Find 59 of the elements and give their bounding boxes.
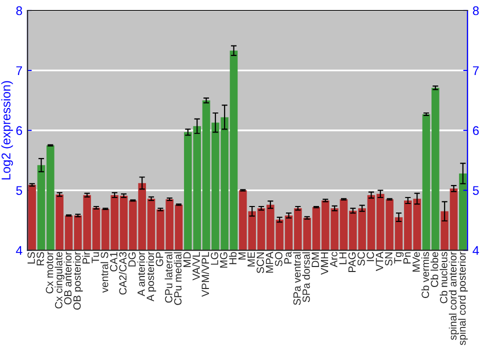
x-tick-label: IC bbox=[366, 252, 374, 262]
x-tick-label: CPu medial bbox=[174, 252, 182, 305]
y-tick-label: 7 bbox=[16, 66, 22, 75]
x-tick-label: VMH bbox=[320, 252, 328, 275]
x-tick-label: MVe bbox=[412, 252, 420, 272]
x-tick-label: Tg bbox=[394, 252, 404, 264]
x-tick-label: VTA bbox=[376, 252, 384, 272]
x-tick-label: Pir bbox=[82, 252, 90, 264]
x-tick-label: DG bbox=[128, 252, 136, 266]
x-tick-label: PAG bbox=[348, 252, 356, 272]
x-tick-label: spinal cord anterior bbox=[448, 252, 459, 340]
x-tick-label: SO bbox=[275, 252, 282, 266]
x-tick-label: SCN bbox=[256, 252, 264, 274]
x-tick-label: Cb vermis bbox=[421, 252, 430, 298]
x-tick-label: OB posterior bbox=[73, 252, 83, 310]
y-axis-title: Log2 (expression) bbox=[1, 81, 13, 180]
x-tick-label: ME bbox=[248, 252, 255, 266]
x-tick-label: Cx cingulate bbox=[54, 252, 64, 308]
x-tick-label: VA/VL bbox=[192, 252, 200, 280]
x-tick-label: A anterior bbox=[137, 252, 145, 296]
x-tick-label: Hb bbox=[228, 252, 237, 264]
x-tick-label: A posterior bbox=[146, 252, 156, 302]
x-tick-label: SN bbox=[385, 252, 392, 266]
x-tick-label: CA1 bbox=[110, 252, 118, 272]
x-tick-label: LH bbox=[339, 252, 346, 264]
y2-tick-label: 6 bbox=[472, 126, 479, 136]
x-tick-label: VPM/VPL bbox=[201, 252, 210, 297]
x-tick-label: Arc bbox=[330, 252, 338, 268]
x-tick-label: CPu lateral bbox=[164, 252, 172, 303]
y-tick-label: 5 bbox=[16, 186, 22, 195]
x-tick-label: Cx motor bbox=[46, 252, 54, 294]
y-tick-label: 8 bbox=[16, 6, 22, 16]
x-tick-label: Tu bbox=[92, 252, 100, 264]
x-tick-label: MD bbox=[183, 252, 191, 267]
x-tick-label: DM bbox=[312, 252, 319, 267]
x-tick-label: SPa ventral bbox=[293, 252, 301, 306]
x-tick-label: GP bbox=[156, 252, 164, 266]
x-tick-label: LS bbox=[28, 252, 35, 264]
y2-tick-label: 4 bbox=[472, 246, 479, 255]
x-tick-label: Cb lobe bbox=[430, 252, 438, 288]
x-tick-label: spinal cord posterior bbox=[458, 252, 468, 346]
y-tick-label: 6 bbox=[16, 126, 22, 136]
x-tick-label: Cb nucleus bbox=[440, 252, 448, 304]
y2-tick-label: 5 bbox=[472, 186, 479, 195]
x-tick-label: M bbox=[238, 252, 246, 260]
y2-tick-label: 8 bbox=[472, 6, 479, 16]
x-tick-label: OB anterior bbox=[64, 252, 72, 304]
x-tick-label: Pn bbox=[403, 252, 411, 264]
x-tick-label: CA2/CA3 bbox=[118, 252, 127, 295]
x-tick-label: RS bbox=[36, 252, 44, 266]
x-tick-label: SC bbox=[358, 252, 365, 266]
y2-tick-label: 7 bbox=[473, 66, 479, 75]
x-tick-label: MPA bbox=[266, 252, 274, 273]
x-tick-label: ventral S bbox=[100, 252, 108, 293]
y-tick-label: 4 bbox=[16, 246, 22, 255]
x-tick-label: MG bbox=[220, 252, 228, 268]
x-tick-label: SPa dorsal bbox=[302, 252, 310, 302]
x-tick-label: LG bbox=[210, 252, 218, 265]
x-tick-label: Pa bbox=[284, 252, 292, 264]
